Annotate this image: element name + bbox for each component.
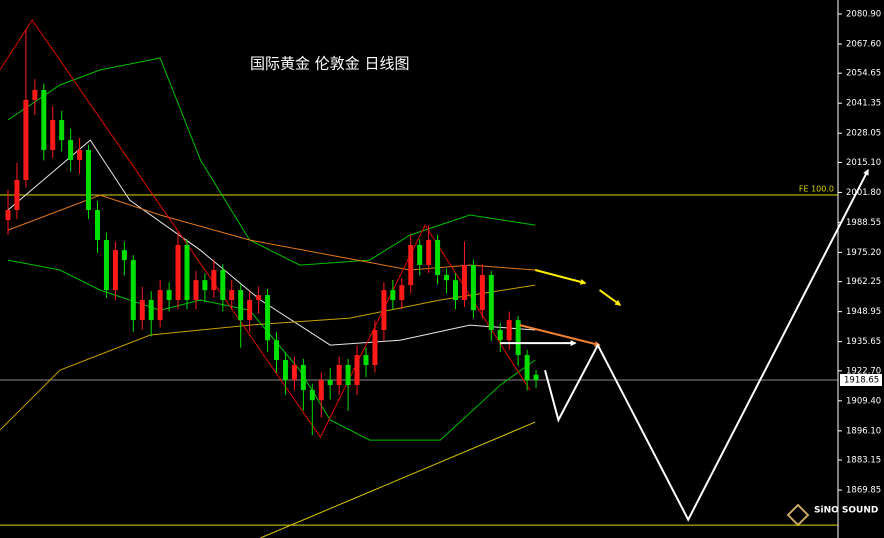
- logo-text: SiNO SOUND: [814, 506, 878, 516]
- y-tick-label: 1948.95: [846, 307, 881, 317]
- candle-body: [77, 150, 83, 160]
- candle-body: [86, 150, 92, 211]
- forecast-arrow: [519, 324, 601, 347]
- candle-body: [461, 265, 467, 301]
- candle-body: [95, 210, 100, 241]
- candle-body: [345, 364, 351, 386]
- logo: SiNO SOUND: [786, 503, 878, 527]
- candle-body: [488, 274, 494, 331]
- candle-body: [363, 355, 369, 365]
- candle-body: [390, 290, 396, 301]
- candle-body: [256, 295, 262, 301]
- y-tick-label: 2001.80: [846, 188, 881, 198]
- candle-body: [327, 380, 333, 386]
- forecast-arrow: [534, 269, 587, 285]
- candle-body: [41, 90, 47, 151]
- candle-body: [282, 360, 288, 381]
- candle-body: [121, 250, 127, 261]
- candle-body: [372, 330, 378, 365]
- level-label: FE 100.0: [799, 185, 834, 194]
- candle-body: [470, 265, 476, 311]
- y-tick-label: 1909.40: [846, 396, 881, 406]
- y-tick-label: 2080.90: [846, 9, 881, 19]
- candle-body: [533, 374, 539, 380]
- y-tick-label: 1988.55: [846, 218, 881, 228]
- candle-body: [265, 295, 271, 341]
- y-tick-label: 1896.10: [846, 426, 881, 436]
- candle-body: [453, 280, 458, 301]
- forecast-arrow: [599, 289, 622, 306]
- candle-body: [497, 330, 503, 341]
- last-price-label: 1918.65: [844, 375, 879, 385]
- candle-body: [318, 380, 324, 401]
- y-tick-label: 2054.65: [846, 69, 881, 79]
- candle-body: [211, 270, 217, 291]
- indicator-line: [7, 194, 536, 271]
- candle-body: [426, 240, 432, 266]
- candle-body: [408, 244, 414, 286]
- candle-body: [68, 140, 74, 160]
- candle-body: [157, 290, 163, 321]
- candle-body: [336, 364, 342, 386]
- candle-body: [139, 300, 145, 321]
- candle-body: [184, 244, 190, 301]
- y-tick-label: 2067.60: [846, 39, 881, 49]
- candle-body: [399, 285, 405, 301]
- y-tick-label: 1962.25: [846, 277, 881, 287]
- y-tick-label: 2015.10: [846, 158, 881, 168]
- y-tick-label: 1975.20: [846, 248, 881, 258]
- candle-body: [202, 280, 208, 291]
- candle-body: [59, 120, 65, 141]
- y-tick-label: 1883.15: [846, 456, 881, 466]
- candle-body: [112, 250, 118, 291]
- y-tick-label: 1935.65: [846, 337, 881, 347]
- candle-body: [417, 244, 423, 266]
- candle-body: [238, 290, 244, 321]
- candle-body: [444, 274, 450, 281]
- candle-body: [193, 280, 199, 301]
- logo-icon: [786, 503, 810, 527]
- candle-body: [524, 355, 530, 381]
- y-tick-label: 1922.70: [846, 366, 881, 376]
- last-price-box: [840, 373, 882, 386]
- candle-body: [309, 390, 315, 401]
- candle-body: [300, 364, 306, 391]
- candle-body: [220, 270, 226, 301]
- candle-body: [381, 290, 387, 331]
- candle-body: [515, 320, 521, 356]
- indicator-line: [0, 19, 531, 439]
- forecast-arrow: [544, 169, 869, 522]
- candle-body: [291, 364, 297, 381]
- candle-body: [166, 290, 172, 301]
- y-tick-label: 2028.05: [846, 129, 881, 139]
- candle-body: [130, 260, 136, 321]
- candle-body: [274, 340, 279, 361]
- candle-body: [50, 120, 56, 151]
- candle-body: [5, 210, 11, 221]
- chart-title: 国际黄金 伦敦金 日线图: [250, 55, 410, 73]
- candle-body: [175, 244, 181, 301]
- y-tick-label: 2041.35: [846, 99, 881, 109]
- candle-body: [32, 90, 38, 100]
- candle-body: [148, 300, 154, 321]
- y-tick-label: 1869.85: [846, 486, 881, 496]
- candle-body: [479, 274, 485, 311]
- candle-body: [14, 180, 20, 211]
- candle-body: [506, 320, 512, 341]
- candle-body: [247, 300, 253, 321]
- candle-body: [435, 240, 441, 275]
- candle-body: [23, 99, 29, 181]
- indicator-line: [260, 421, 536, 538]
- candle-body: [354, 355, 360, 386]
- candle-body: [229, 290, 235, 301]
- candle-body: [103, 240, 109, 291]
